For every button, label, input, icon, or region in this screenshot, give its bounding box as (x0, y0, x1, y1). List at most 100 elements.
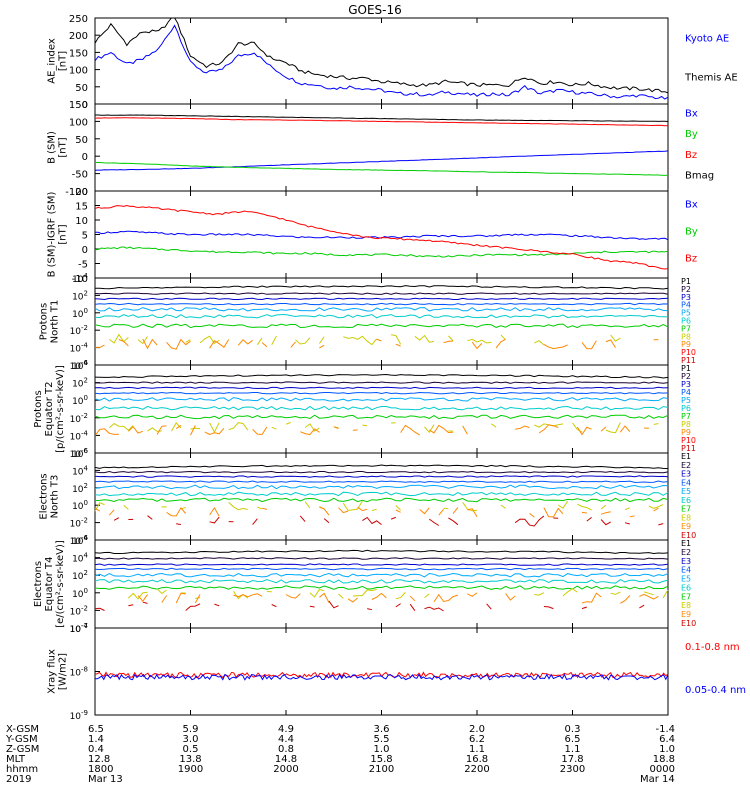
panel7-channel-line (128, 604, 134, 607)
panel6-ylabel: Electrons North T3 (39, 473, 61, 519)
ephemeris-value: 0.3 (565, 724, 581, 735)
panel7-channel-line (309, 588, 325, 598)
panel4-channel-line (185, 339, 191, 343)
panel7-channel-line (94, 579, 669, 584)
panel4-channel-label: P10 (681, 348, 696, 357)
ephemeris-value: 18.8 (653, 754, 675, 765)
panel5-ytick: 10-4 (70, 429, 89, 442)
panel7-channel-line (581, 592, 602, 604)
ephemeris-value: 4.4 (278, 734, 294, 745)
panel7-channel-line (214, 603, 220, 607)
panel5-channel-label: P5 (681, 396, 691, 405)
panel5-channel-line (333, 426, 339, 429)
panel4-channel-line (500, 334, 506, 341)
panel7-channel-label: E5 (681, 575, 691, 584)
panel7-channel-line (639, 593, 659, 600)
panel6-channel-line (113, 517, 120, 521)
panel6-channel-line (94, 491, 669, 497)
panel4-channel-line (118, 339, 129, 347)
panel1-ylabel-line: [nT] (58, 51, 69, 71)
panel7-channel-line (94, 557, 669, 560)
panel4-ytick: 10-2 (70, 324, 88, 337)
panel4-channel-line (94, 323, 669, 329)
panel5-channel-label: P11 (681, 444, 696, 453)
ephemeris-date-start: Mar 13 (88, 774, 123, 785)
panel5-channel-line (462, 425, 468, 435)
panel7-channel-label: E9 (681, 610, 691, 619)
panel7-ytick: 106 (72, 534, 88, 547)
panel6-channel-line (371, 508, 377, 512)
panel6-channel-line (448, 517, 459, 526)
panel6-channel-line (543, 507, 564, 518)
panel6-channel-line (419, 507, 430, 515)
panel6-channel-label: E9 (681, 522, 691, 531)
panel7-channel-line (233, 593, 263, 598)
ephemeris-value: 1.0 (659, 744, 675, 755)
panel4-channel-line (443, 340, 454, 344)
panel3-legend: Bx (685, 199, 698, 210)
panel5-channel-line (605, 422, 621, 434)
panel4-channel-line (319, 344, 325, 349)
ephemeris-value: 13.8 (179, 754, 201, 765)
ephemeris-value: 2100 (369, 764, 394, 775)
panel1-ytick-label: 100 (69, 66, 88, 77)
ephemeris-value: 2.0 (469, 724, 485, 735)
panel6-channel-line (600, 511, 611, 515)
panel6-channel-line (581, 511, 587, 514)
panel2-ytick-label: -100 (65, 187, 88, 198)
panel4-channel-line (95, 285, 669, 290)
panel6-channel-line (94, 502, 105, 512)
panel4-channel-line (142, 338, 158, 350)
panel5-channel-line (271, 426, 277, 430)
ephemeris-value: 0.4 (88, 744, 104, 755)
panel5-channel-line (128, 425, 143, 434)
panel7-channel-label: E4 (681, 566, 691, 575)
panel6-channel-label: E5 (681, 487, 691, 496)
panel3-ylabel-line: B (SM)-IGRF (SM) (47, 192, 58, 278)
ephemeris-date-end: Mar 14 (640, 774, 675, 785)
panel7-channel-line (233, 590, 249, 600)
ephemeris-value: 3.0 (183, 734, 199, 745)
panel5-channel-label: P3 (681, 380, 691, 389)
panel5-channel-line (94, 397, 669, 402)
panel7-ylabel-line: Electrons (33, 561, 44, 607)
ephemeris-value: 17.8 (561, 754, 583, 765)
panel6-channel-line (94, 475, 669, 478)
panel5-channel-line (94, 386, 669, 390)
panel6-channel-line (529, 512, 535, 518)
panel6-channel-line (600, 519, 611, 526)
panel3-ylabel: B (SM)-IGRF (SM) [nT] (47, 192, 69, 278)
panel6-ytick: 10-2 (70, 517, 88, 530)
panel7-channel-line (534, 592, 545, 596)
panel7-channel-line (395, 603, 401, 608)
panel4-channel-line (376, 338, 382, 342)
ephemeris-value: 2200 (464, 764, 489, 775)
panel6-channel-line (629, 515, 635, 518)
ephemeris-value: 1.1 (565, 744, 581, 755)
panel4-channel-label: P3 (681, 293, 691, 302)
panel5-channel-line (304, 423, 320, 432)
panel7-channel-line (137, 594, 148, 603)
panel6-channel-line (319, 506, 330, 516)
panel6-channel-line (514, 515, 545, 527)
panel2-ytick-label: 50 (75, 135, 88, 146)
panel7-channel-line (581, 606, 587, 610)
panel7-channel-line (347, 597, 358, 603)
panel6-channel-line (586, 517, 592, 522)
panel3-ylabel-line: [nT] (58, 224, 69, 244)
panel4-ytick: 100 (72, 307, 88, 320)
panel4-channel-line (94, 302, 669, 306)
panel5-channel-line (204, 427, 225, 436)
panel1-ytick-label: 150 (69, 48, 88, 59)
panel6-channel-line (209, 516, 220, 524)
panel5-channel-line (300, 428, 320, 436)
panel6-channel-label: E6 (681, 496, 691, 505)
panel6-channel-line (658, 523, 664, 526)
panel4-channel-line (467, 338, 492, 344)
panel6-channel-line (395, 509, 401, 513)
panel1-series-line (94, 17, 669, 94)
panel2-series-line (94, 117, 669, 127)
panel5-channel-label: P1 (681, 364, 691, 373)
